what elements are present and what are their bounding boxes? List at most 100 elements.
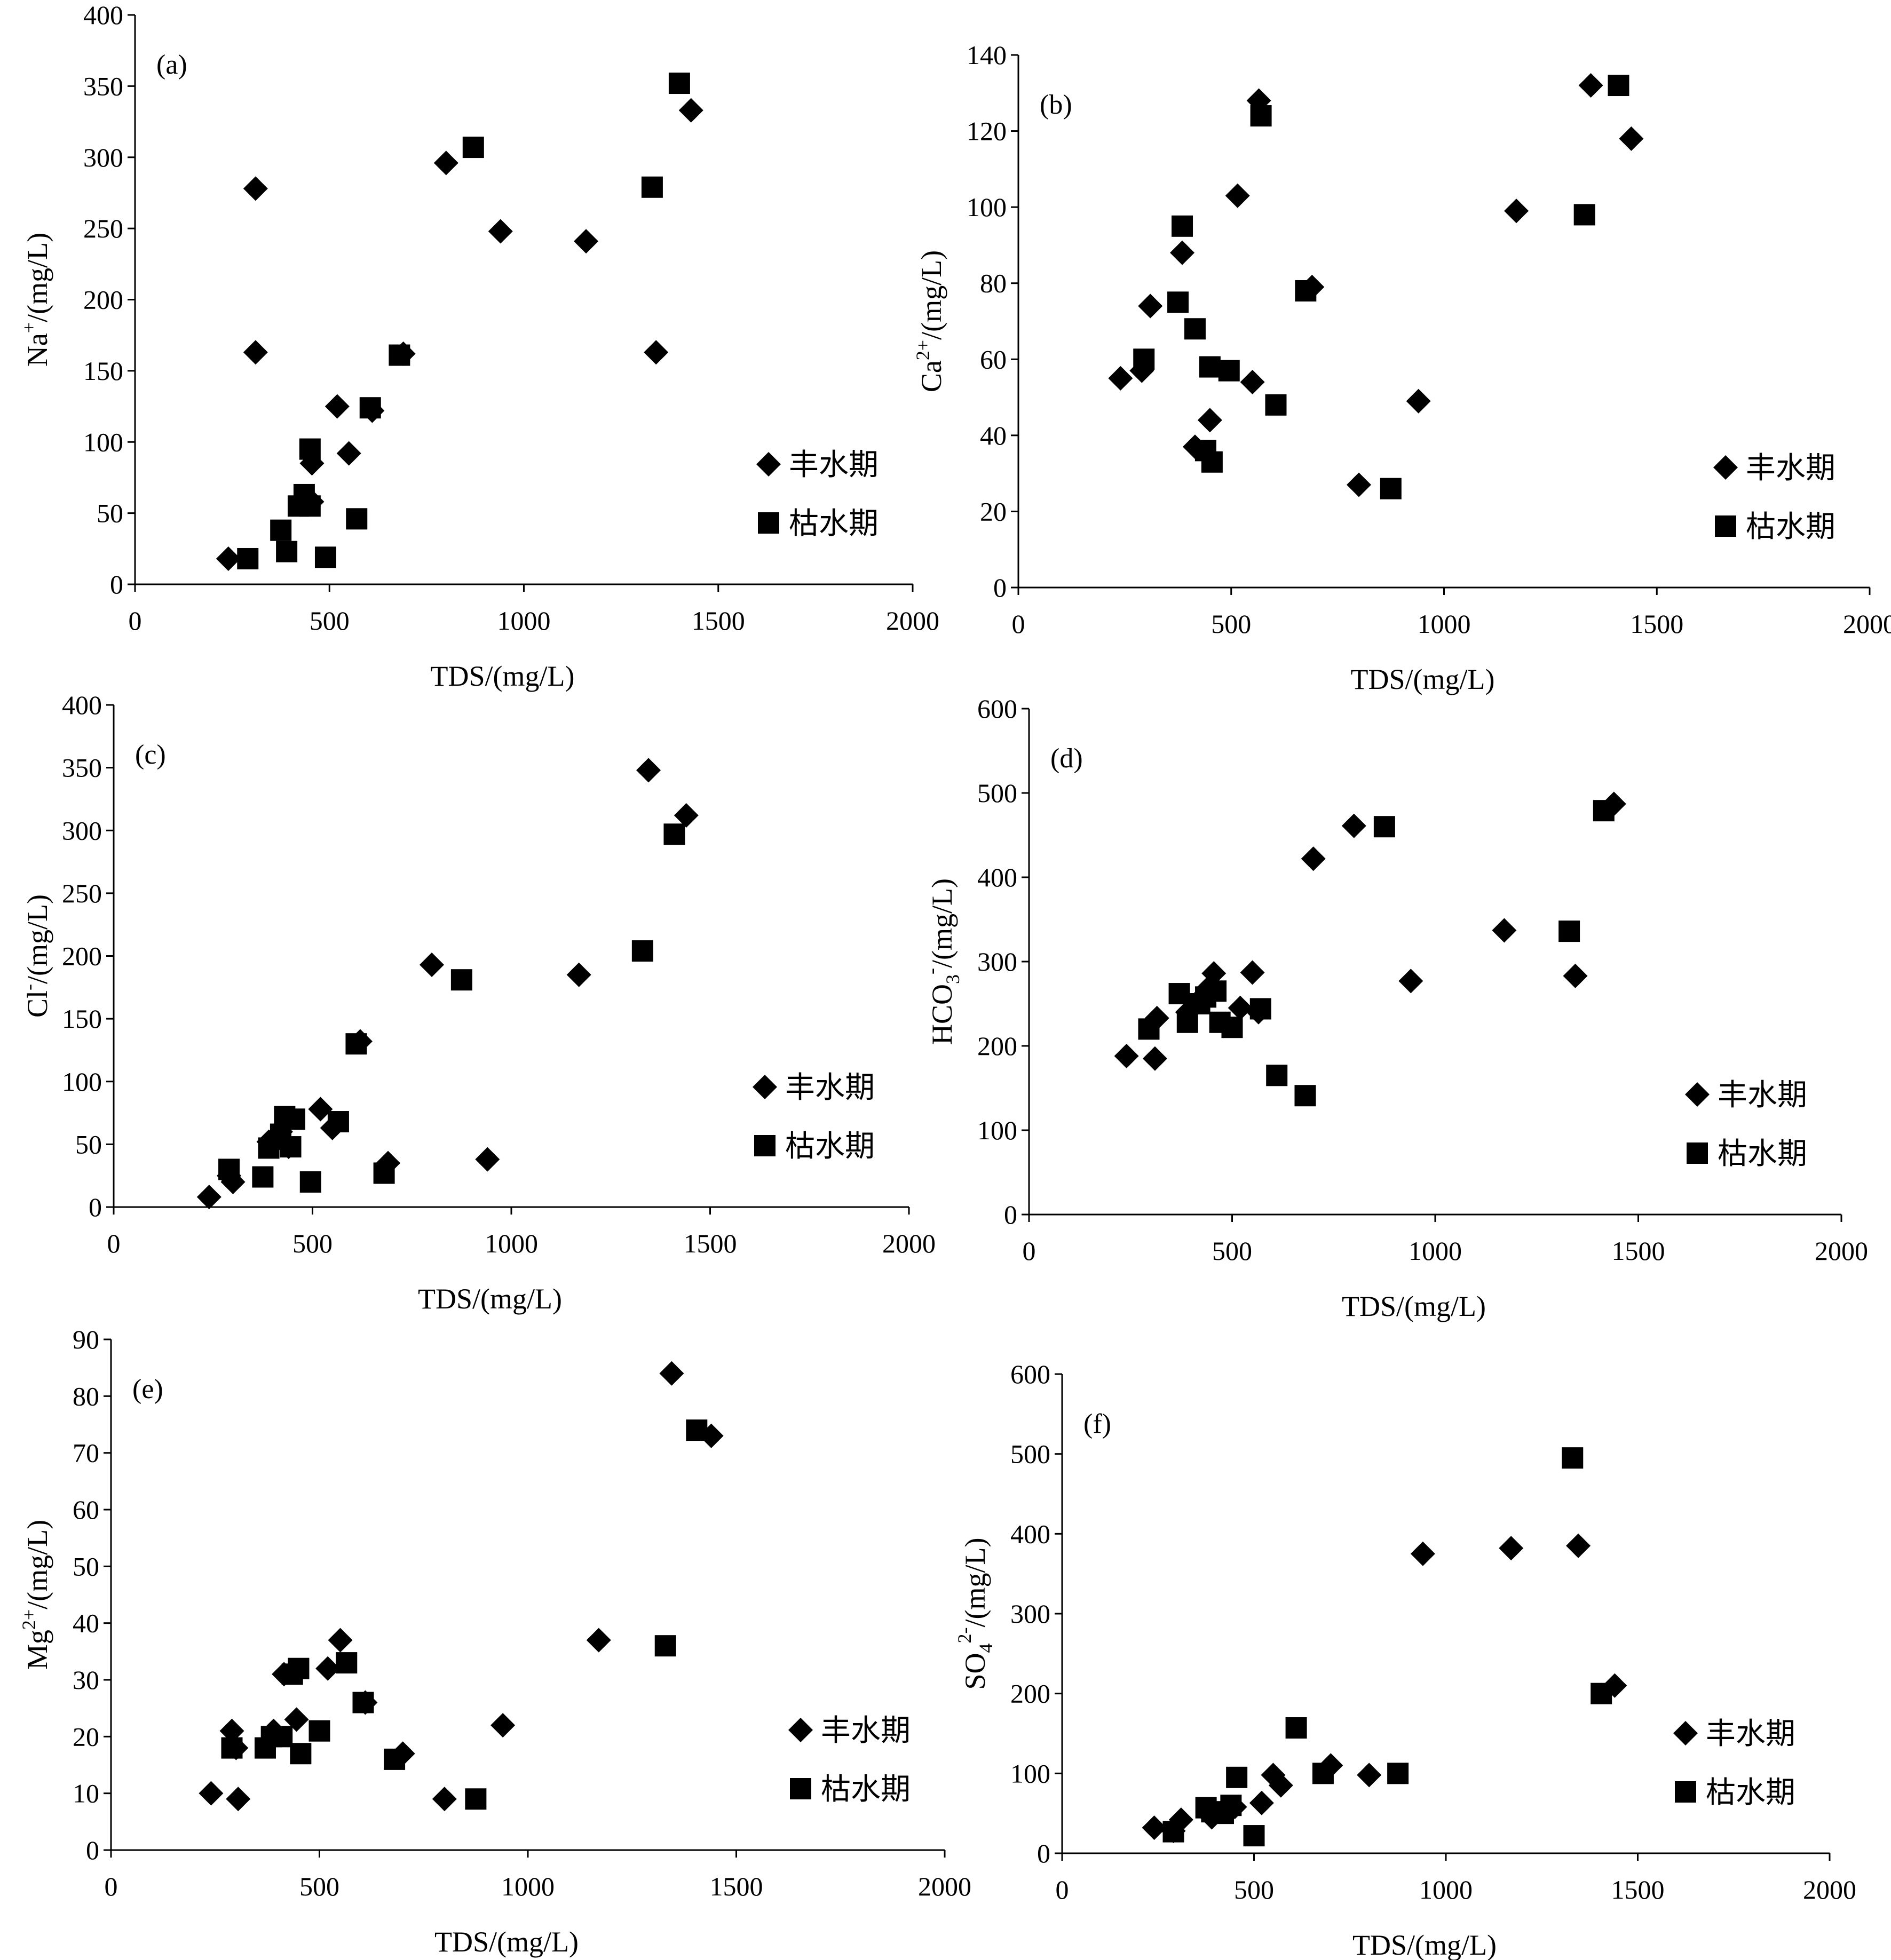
y-tick-label: 100 [967,192,1007,222]
data-point-wet [219,1718,244,1743]
data-point-wet [488,219,513,244]
data-point-dry [373,1162,395,1184]
data-point-dry [1176,1011,1198,1033]
data-point-dry [299,495,321,517]
data-point-dry [252,1166,274,1188]
data-point-dry [1221,1017,1243,1038]
legend-label-dry: 枯水期 [1718,1138,1807,1171]
data-point-wet [490,1713,516,1738]
y-tick-label: 350 [62,753,102,783]
y-axis-title: Cl-/(mg/L) [18,894,53,1018]
x-tick-label: 0 [1056,1875,1069,1905]
data-point-dry [641,176,663,198]
data-point-wet [216,546,241,571]
y-tick-label: 50 [97,498,123,528]
data-point-wet [433,150,458,176]
data-point-wet [1108,366,1133,391]
data-point-wet [1619,126,1644,151]
x-tick-label: 1000 [485,1228,538,1258]
y-tick-label: 200 [977,1031,1017,1061]
legend-label-wet: 丰水期 [785,1072,875,1105]
panel-label: (b) [1040,90,1072,120]
x-tick-label: 1000 [1419,1875,1473,1905]
data-point-wet [1504,199,1529,224]
data-point-wet [1228,995,1253,1020]
x-tick-label: 500 [1211,609,1251,639]
y-tick-label: 200 [83,285,123,315]
y-tick-label: 140 [967,40,1007,70]
data-point-wet [1197,408,1222,433]
y-tick-label: 150 [83,356,123,386]
data-point-wet [1142,1046,1167,1071]
legend-label-wet: 丰水期 [1746,452,1835,485]
legend-label-dry: 枯水期 [1706,1776,1795,1810]
y-title-superscript: + [18,322,39,333]
data-point-wet [1301,846,1326,871]
data-point-wet [1347,472,1371,497]
y-axis-title: Na+/(mg/L) [18,233,53,367]
data-point-wet [1499,1536,1524,1561]
data-point-dry [1250,105,1272,127]
y-tick-label: 70 [73,1438,99,1468]
data-point-dry [1133,348,1155,370]
data-point-dry [1220,1795,1242,1816]
x-tick-label: 0 [105,1871,118,1901]
data-point-dry [270,519,292,541]
legend-marker-wet [1673,1721,1698,1745]
data-point-wet [325,394,350,419]
legend-marker-dry [790,1778,811,1799]
x-tick-label: 1500 [692,606,745,636]
y-tick-label: 200 [1010,1679,1050,1709]
data-point-wet [1268,1773,1293,1798]
x-tick-label: 0 [107,1228,121,1258]
chart-panel-b: 0 500 1000 1500 2000 0 20 40 60 80 100 120 140 TDS/(m… [912,40,1891,695]
data-point-dry [1266,1065,1288,1086]
data-point-wet [1406,388,1431,414]
data-point-dry [299,1171,321,1193]
y-tick-label: 500 [1010,1439,1050,1469]
data-point-wet [199,1781,224,1806]
data-point-wet [1240,370,1265,395]
chart-panel-e: 0 500 1000 1500 2000 0 10 20 30 40 50 60 70 80 90 TDS/(… [18,1324,971,1958]
data-point-dry [346,508,368,530]
chart-panel-d: 0 500 1000 1500 2000 0 100 200 300 400 500 600 TDS/(… [921,694,1868,1322]
y-tick-label: 100 [83,427,123,457]
data-point-wet [1225,183,1250,208]
data-point-dry [462,137,484,158]
y-tick-label: 80 [980,268,1007,298]
data-point-dry [389,344,410,366]
legend-marker-dry [1715,515,1736,537]
x-tick-label: 1500 [684,1228,737,1258]
data-point-wet [315,1656,341,1681]
y-title-base: Ca [915,360,947,392]
y-title-subscript: 3 [942,974,963,984]
x-tick-label: 2000 [1803,1875,1856,1905]
legend-label-dry: 枯水期 [1746,511,1835,544]
x-tick-label: 500 [310,606,350,636]
data-point-wet [1341,813,1366,838]
data-point-wet [586,1628,611,1653]
y-tick-label: 80 [73,1381,99,1411]
y-tick-label: 20 [73,1721,99,1751]
y-tick-label: 250 [62,878,102,908]
data-point-wet [336,441,361,466]
y-title-unit: /(mg/L) [21,894,53,984]
x-axis-title: TDS/(mg/L) [431,660,575,692]
data-point-dry [1312,1763,1334,1784]
data-point-dry [465,1788,487,1810]
y-tick-label: 0 [110,569,123,599]
data-point-wet [1170,240,1195,265]
legend-marker-dry [758,512,779,534]
y-tick-label: 400 [1010,1519,1050,1549]
legend-label-wet: 丰水期 [1718,1079,1807,1112]
y-tick-label: 300 [1010,1599,1050,1629]
x-tick-label: 1500 [1630,609,1683,639]
y-title-base: Na [21,333,53,367]
data-point-dry [631,940,653,962]
x-tick-label: 500 [299,1871,339,1901]
data-point-dry [345,1033,367,1055]
data-point-wet [1249,1790,1274,1815]
legend-marker-dry [1687,1142,1708,1164]
y-title-unit: /(mg/L) [21,233,53,322]
